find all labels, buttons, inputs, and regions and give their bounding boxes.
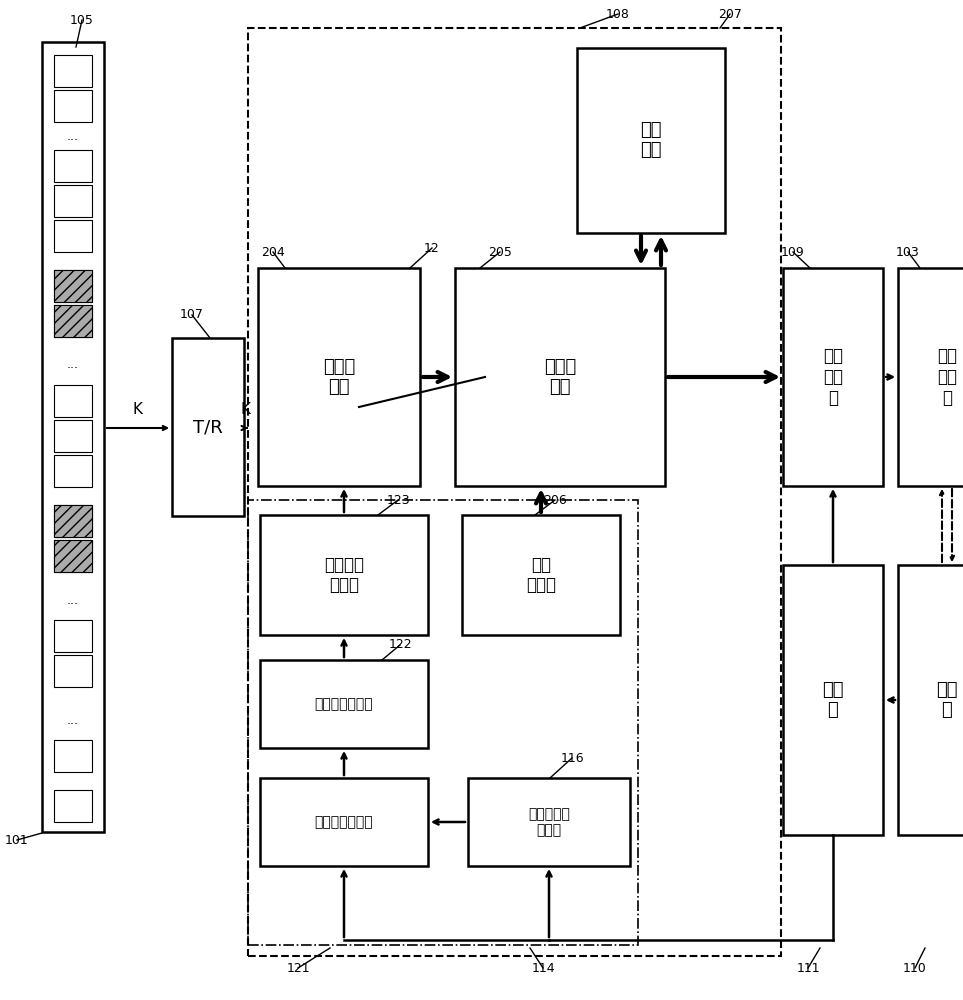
Text: 控制
部: 控制 部	[822, 681, 844, 719]
Bar	[54, 185, 92, 217]
Text: 延迟相
加部: 延迟相 加部	[323, 358, 355, 396]
Bar	[260, 778, 428, 866]
Text: 孔径合
成部: 孔径合 成部	[544, 358, 576, 396]
Bar	[577, 48, 725, 233]
Bar	[462, 515, 620, 635]
Bar	[54, 220, 92, 252]
Text: 105: 105	[70, 13, 94, 26]
Bar	[54, 620, 92, 652]
Bar	[42, 42, 104, 832]
Bar	[898, 268, 963, 486]
Text: ...: ...	[67, 359, 79, 371]
Bar	[783, 565, 883, 835]
Text: 图像
处理
部: 图像 处理 部	[823, 347, 843, 407]
Text: 108: 108	[606, 7, 630, 20]
Bar	[260, 660, 428, 748]
Text: 204: 204	[261, 245, 285, 258]
Bar	[54, 505, 92, 537]
Text: 延迟时间提取部: 延迟时间提取部	[315, 697, 374, 711]
Bar	[54, 740, 92, 772]
Text: 107: 107	[180, 308, 204, 322]
Text: ...: ...	[67, 593, 79, 606]
Bar	[54, 655, 92, 687]
Bar	[54, 505, 92, 537]
Bar	[172, 338, 244, 516]
Text: 121: 121	[286, 962, 310, 974]
Bar	[54, 55, 92, 87]
Text: 123: 123	[386, 493, 410, 506]
Bar	[54, 270, 92, 302]
Bar	[54, 150, 92, 182]
Text: 帧存
储器: 帧存 储器	[640, 121, 662, 159]
Bar	[468, 778, 630, 866]
Text: 接收扫描线
设定部: 接收扫描线 设定部	[528, 807, 570, 837]
Bar	[248, 500, 638, 945]
Text: ...: ...	[67, 130, 79, 143]
Text: 207: 207	[718, 7, 742, 20]
Bar	[54, 455, 92, 487]
Bar	[54, 540, 92, 572]
Text: 波束
存储器: 波束 存储器	[526, 556, 556, 594]
Text: 101: 101	[5, 834, 29, 846]
Bar	[783, 268, 883, 486]
Text: 图像
显示
部: 图像 显示 部	[937, 347, 957, 407]
Text: 109: 109	[781, 245, 805, 258]
Bar	[258, 268, 420, 486]
Text: 205: 205	[488, 245, 512, 258]
Bar	[54, 90, 92, 122]
Bar	[898, 565, 963, 835]
Bar	[455, 268, 665, 486]
Text: 103: 103	[897, 245, 920, 258]
Text: 控制
台: 控制 台	[936, 681, 958, 719]
Text: K: K	[133, 402, 143, 418]
Text: K: K	[241, 402, 251, 418]
Text: 波面传播运算部: 波面传播运算部	[315, 815, 374, 829]
Text: 110: 110	[903, 962, 926, 974]
Text: 116: 116	[560, 752, 584, 764]
Text: 206: 206	[543, 493, 567, 506]
Text: 122: 122	[388, 639, 412, 652]
Bar	[54, 790, 92, 822]
Bar	[54, 270, 92, 302]
Text: 延迟时间
存储器: 延迟时间 存储器	[324, 556, 364, 594]
Bar	[248, 28, 781, 956]
Text: ...: ...	[67, 714, 79, 726]
Bar	[260, 515, 428, 635]
Bar	[54, 305, 92, 337]
Text: T/R: T/R	[194, 418, 222, 436]
Bar	[54, 385, 92, 417]
Text: 111: 111	[796, 962, 820, 974]
Bar	[54, 420, 92, 452]
Text: 114: 114	[532, 962, 555, 974]
Bar	[54, 540, 92, 572]
Text: 12: 12	[424, 241, 440, 254]
Bar	[54, 305, 92, 337]
